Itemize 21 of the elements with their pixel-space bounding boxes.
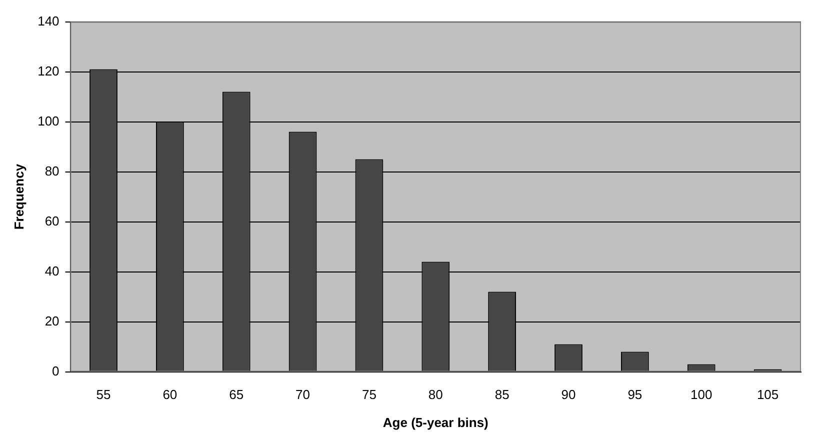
x-tick-label: 65 — [229, 387, 244, 402]
x-tick-label: 105 — [756, 387, 779, 402]
y-axis-title: Frequency — [11, 163, 26, 230]
x-tick-label: 90 — [561, 387, 576, 402]
x-tick-label: 55 — [96, 387, 111, 402]
x-axis-title: Age (5-year bins) — [382, 414, 488, 430]
y-tick-label: 20 — [44, 313, 60, 328]
x-tick-label: 70 — [296, 387, 310, 402]
y-tick-label: 140 — [38, 13, 60, 28]
y-tick-label: 100 — [38, 113, 60, 128]
x-tick-label: 95 — [628, 387, 642, 402]
y-tick-label: 80 — [44, 163, 60, 178]
x-tick-label: 60 — [162, 387, 178, 402]
y-tick-label: 60 — [44, 213, 60, 228]
x-tick-label: 80 — [428, 387, 443, 402]
y-tick-label: 120 — [38, 63, 60, 78]
x-tick-label: 85 — [494, 387, 510, 402]
x-tick-label: 75 — [362, 387, 376, 402]
y-tick-label: 40 — [44, 263, 60, 278]
y-tick-label: 0 — [52, 363, 60, 378]
x-tick-label: 100 — [690, 387, 712, 402]
